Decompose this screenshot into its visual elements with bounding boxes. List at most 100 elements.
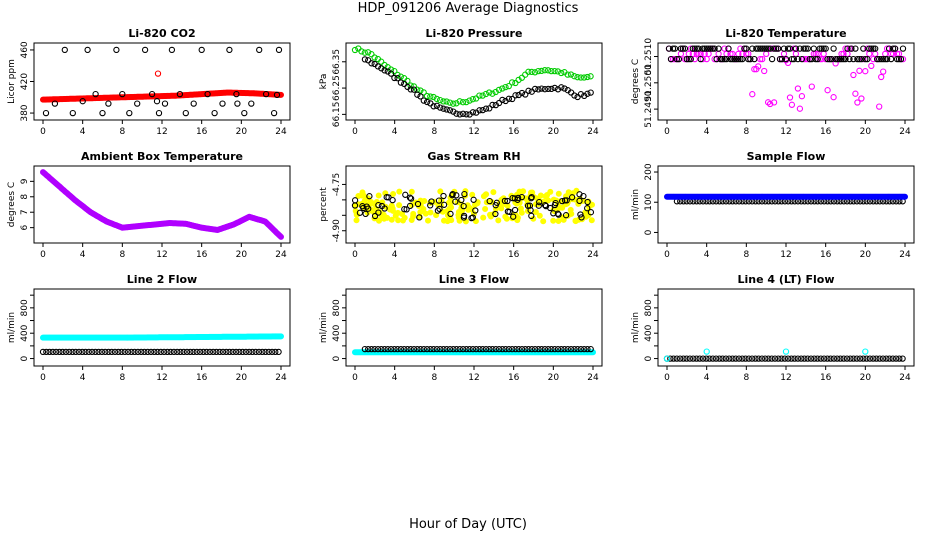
data-point — [39, 348, 47, 356]
y-tick-label: 0 — [332, 355, 342, 361]
data-point — [749, 91, 756, 98]
x-tick-label: 8 — [119, 127, 125, 137]
data-point — [427, 100, 434, 107]
data-point — [584, 345, 591, 353]
data-point — [715, 45, 722, 52]
data-point — [351, 46, 359, 54]
data-point — [79, 98, 86, 105]
data-point — [574, 93, 581, 101]
data-point — [587, 73, 594, 80]
y-tick-label: -4.75 — [332, 173, 342, 196]
data-point — [691, 45, 698, 52]
data-point — [567, 71, 575, 78]
data-point — [838, 55, 845, 63]
data-point — [46, 348, 53, 356]
data-point — [669, 55, 677, 63]
data-point — [469, 109, 477, 116]
data-point — [486, 345, 493, 353]
data-point — [866, 355, 874, 362]
y-axis-label: Licor ppm — [7, 59, 17, 104]
x-tick-label: 24 — [587, 127, 599, 137]
series-pressure-average — [351, 45, 594, 107]
y-tick-label: 400 — [644, 324, 654, 341]
data-point — [587, 89, 594, 96]
data-point — [880, 68, 887, 75]
data-point — [844, 45, 851, 52]
data-point — [410, 345, 418, 353]
data-point — [105, 348, 112, 356]
data-point — [696, 355, 703, 362]
data-point — [758, 355, 766, 362]
data-point — [551, 84, 558, 92]
data-point — [492, 210, 499, 218]
data-point — [540, 218, 547, 225]
data-point — [751, 55, 758, 63]
data-point — [459, 345, 467, 353]
x-tick-label: 0 — [664, 127, 670, 137]
data-point — [876, 55, 883, 63]
data-point — [502, 345, 509, 353]
data-point — [800, 45, 807, 52]
data-point — [446, 345, 454, 353]
data-point — [492, 202, 499, 209]
x-tick-label: 8 — [743, 373, 749, 383]
data-point — [479, 92, 486, 99]
data-point — [42, 109, 50, 117]
data-point — [864, 55, 871, 63]
data-point — [459, 110, 467, 117]
x-tick-label: 4 — [392, 250, 398, 260]
data-point — [196, 348, 204, 356]
data-point — [872, 45, 879, 52]
data-point — [486, 197, 493, 205]
data-point — [870, 45, 877, 52]
data-point — [555, 190, 562, 197]
data-point — [469, 96, 476, 103]
data-point — [368, 60, 375, 67]
data-point — [804, 55, 811, 63]
data-point — [564, 71, 571, 78]
series-flow-average — [664, 193, 909, 200]
data-point — [705, 45, 712, 52]
data-point — [416, 214, 423, 221]
data-point — [453, 110, 460, 117]
data-point — [476, 107, 483, 114]
data-point — [814, 355, 821, 362]
x-tick-label: 20 — [860, 250, 872, 260]
data-point — [433, 102, 441, 109]
x-tick-label: 16 — [508, 250, 520, 260]
data-point — [538, 67, 545, 75]
series-box-temperature — [40, 169, 284, 240]
data-point — [896, 355, 903, 362]
data-point — [397, 73, 404, 80]
data-point — [511, 206, 519, 214]
data-point — [748, 355, 756, 362]
data-point — [820, 355, 828, 362]
data-point — [397, 345, 405, 353]
x-tick-label: 0 — [40, 373, 46, 383]
data-point — [587, 209, 595, 216]
data-point — [554, 68, 562, 75]
data-point — [802, 55, 809, 63]
data-point — [446, 99, 454, 106]
data-point — [476, 345, 483, 353]
x-tick-label: 16 — [820, 373, 832, 383]
data-point — [495, 86, 503, 94]
data-point — [892, 355, 900, 362]
data-point — [408, 188, 415, 195]
data-point — [801, 355, 808, 362]
x-tick-label: 24 — [899, 127, 911, 137]
data-point — [794, 85, 802, 92]
data-point — [878, 73, 885, 81]
x-tick-label: 4 — [80, 250, 86, 260]
data-point — [502, 83, 509, 91]
data-point — [791, 355, 798, 362]
data-point — [772, 45, 780, 52]
data-point — [832, 55, 839, 63]
data-point — [808, 83, 815, 90]
data-point — [886, 355, 893, 362]
series-temperature-average — [665, 45, 907, 112]
plot-area — [664, 193, 909, 205]
x-tick-label: 0 — [352, 127, 358, 137]
data-point — [448, 217, 455, 224]
